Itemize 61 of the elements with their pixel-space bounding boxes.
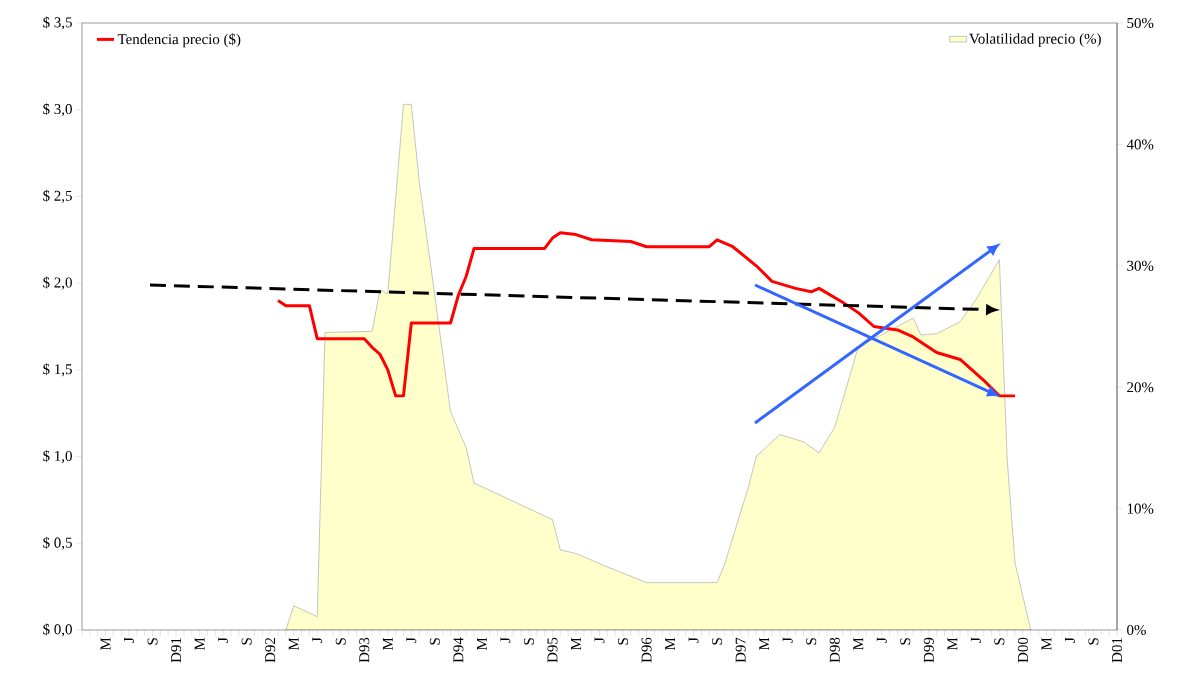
x-tick-label: D94: [453, 637, 464, 663]
legend-label: Volatilidad precio (%): [969, 33, 1101, 47]
x-tick-label: J: [312, 637, 323, 643]
x-tick-label: D99: [923, 637, 934, 663]
x-tick-label: M: [477, 637, 487, 651]
x-tick-label: D91: [171, 638, 182, 663]
x-tick-label: S: [618, 638, 629, 645]
x-tick-label: S: [241, 638, 252, 645]
y2-tick-label: 10%: [1127, 503, 1154, 514]
x-tick-label: M: [853, 637, 864, 651]
x-tick-label: J: [218, 637, 229, 643]
x-tick-label: S: [147, 638, 158, 645]
x-tick-label: M: [100, 637, 111, 651]
x-tick-label: D92: [265, 638, 276, 663]
y2-tick-label: 30%: [1127, 260, 1154, 271]
x-tick-label: J: [594, 637, 605, 643]
x-tick-label: M: [947, 637, 958, 651]
x-tick-label: D98: [829, 637, 840, 663]
x-tick-label: D97: [735, 637, 746, 663]
x-tick-label: M: [382, 637, 393, 651]
x-tick-label: S: [712, 638, 723, 645]
x-tick-label: J: [406, 637, 417, 643]
x-tick-label: M: [571, 637, 581, 651]
y-tick-label: $ 3,0: [43, 103, 72, 117]
x-tick-label: D95: [547, 637, 558, 663]
y-tick-label: $ 1,0: [43, 450, 72, 464]
x-tick-label: S: [335, 638, 346, 645]
x-tick-label: M: [759, 637, 770, 651]
legend-label: Tendencia precio ($): [117, 33, 241, 48]
x-tick-label: S: [1088, 638, 1099, 645]
x-tick-label: M: [288, 637, 299, 651]
x-tick-label: J: [500, 637, 511, 643]
x-tick-label: S: [429, 638, 440, 645]
x-tick-label: S: [900, 638, 911, 645]
x-tick-label: M: [194, 637, 205, 651]
x-tick-label: D93: [359, 637, 370, 663]
x-tick-label: J: [782, 637, 793, 643]
x-tick-label: D01: [1111, 638, 1123, 663]
y-tick-label: $ 1,5: [43, 363, 72, 377]
x-tick-label: D00: [1017, 637, 1028, 663]
y2-tick-label: 40%: [1126, 139, 1154, 150]
x-tick-label: S: [994, 638, 1005, 645]
line-series: [276, 231, 1017, 398]
x-tick-label: M: [665, 637, 675, 651]
x-tick-label: J: [124, 637, 135, 643]
x-tick-label: J: [876, 637, 887, 643]
y2-tick-label: 50%: [1127, 17, 1154, 29]
x-tick-label: S: [523, 638, 534, 645]
y2-tick-label: 0%: [1127, 624, 1146, 636]
x-tick-label: J: [970, 637, 981, 643]
x-tick-label: M: [1041, 637, 1052, 651]
x-tick-label: D96: [641, 637, 652, 663]
y-tick-label: $ 2,0: [43, 276, 72, 290]
x-tick-label: J: [688, 637, 699, 643]
x-tick-label: S: [806, 638, 817, 645]
y-tick-label: $ 0,5: [43, 536, 72, 550]
y-tick-label: $ 3,5: [43, 16, 72, 30]
y-tick-label: $ 2,5: [43, 189, 72, 203]
x-tick-label: J: [1064, 637, 1075, 643]
y-tick-label: $ 0,0: [43, 623, 72, 637]
y2-tick-label: 20%: [1127, 382, 1154, 393]
